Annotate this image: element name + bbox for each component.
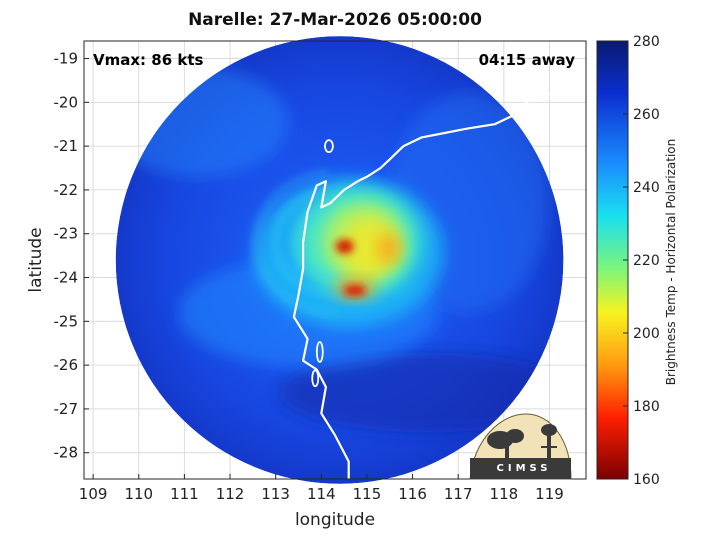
y-axis-label: latitude <box>26 227 46 293</box>
island-outline <box>311 369 320 388</box>
y-axis: -19 -20 -21 -22 -23 -24 -25 -26 -27 -28 <box>54 50 89 462</box>
island-outline <box>324 139 334 154</box>
spiral-band <box>273 187 339 298</box>
y-tick-label: -25 <box>54 312 79 330</box>
x-tick-label: 111 <box>170 485 199 503</box>
map-title: Narelle: 27-Mar-2026 05:00:00 <box>188 10 482 30</box>
y-tick-label: -28 <box>54 444 79 462</box>
cold-cloud-core <box>343 285 366 296</box>
colorbar-tick-label: 200 <box>633 326 660 342</box>
brightness-blob <box>378 234 399 263</box>
x-tick-label: 114 <box>307 485 336 503</box>
x-axis-label: longitude <box>294 510 376 530</box>
island-outline <box>315 341 324 363</box>
coastline <box>292 83 587 479</box>
y-tick-label: -24 <box>54 269 79 287</box>
y-tick-label: -23 <box>54 225 79 243</box>
x-tick-label: 117 <box>444 485 473 503</box>
plot-frame <box>83 40 587 480</box>
colorbar-tick-label: 180 <box>633 399 660 415</box>
y-tick-label: -20 <box>54 93 79 111</box>
x-tick-label: 113 <box>261 485 290 503</box>
x-tick-label: 110 <box>124 485 153 503</box>
time-away-label: 04:15 away <box>478 51 575 69</box>
colorbar-tick-label: 160 <box>633 472 660 488</box>
spiral-band <box>293 205 339 280</box>
brightness-blob <box>340 217 397 278</box>
y-tick-label: -22 <box>54 181 79 199</box>
colorbar-tick-label: 240 <box>633 180 660 196</box>
colorbar-tick-label: 220 <box>633 253 660 269</box>
colorbar-tick-label: 280 <box>633 34 660 50</box>
y-tick-label: -26 <box>54 356 79 374</box>
y-tick-label: -27 <box>54 400 79 418</box>
islands <box>311 139 334 388</box>
colorbar <box>596 40 629 480</box>
y-tick-label: -19 <box>54 50 79 68</box>
y-tick-label: -21 <box>54 137 79 155</box>
spiral-band <box>253 169 339 316</box>
x-tick-label: 115 <box>353 485 382 503</box>
x-tick-label: 116 <box>398 485 427 503</box>
logo-text: CIMSS <box>496 463 552 474</box>
colorbar-label: Brightness Temp - Horizontal Polarizatio… <box>664 138 678 386</box>
x-tick-label: 112 <box>216 485 245 503</box>
colorbar-tick-label: 260 <box>633 107 660 123</box>
cimss-logo <box>469 413 572 480</box>
x-tick-label: 118 <box>490 485 519 503</box>
vmax-label: Vmax: 86 kts <box>93 51 204 69</box>
cold-cloud-core <box>335 239 354 254</box>
x-tick-label: 119 <box>535 485 564 503</box>
x-axis: 109 110 111 112 113 114 115 116 117 118 119 <box>79 474 564 503</box>
colorbar-ticks: 280 260 240 220 200 180 160 <box>623 34 660 488</box>
x-tick-label: 109 <box>79 485 108 503</box>
